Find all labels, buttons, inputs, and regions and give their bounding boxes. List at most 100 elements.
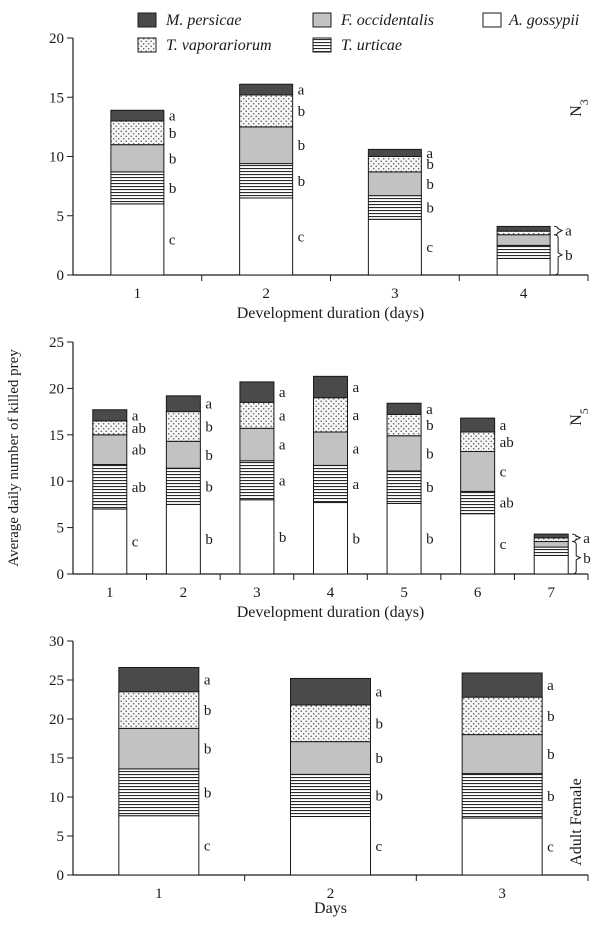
legend-swatch-a-gossypii	[482, 12, 502, 28]
x-axis-title: Days	[314, 900, 347, 917]
significance-letter: c	[547, 840, 554, 856]
significance-letter: b	[298, 138, 306, 154]
significance-letter: b	[426, 200, 434, 216]
bar-segment-fo	[496, 234, 551, 246]
significance-letter: b	[205, 479, 213, 495]
significance-letter: a	[426, 146, 433, 162]
shared-y-axis-label: Average daily number of killed prey	[6, 349, 22, 567]
significance-letter: a	[583, 531, 590, 547]
significance-letter: b	[205, 532, 213, 548]
significance-letter: a	[298, 83, 305, 99]
significance-letter: c	[426, 240, 433, 256]
bar-segment-tu	[290, 773, 371, 818]
brace-marker	[572, 541, 582, 575]
y-tick-label: 20	[49, 712, 64, 728]
x-tick-label: 1	[106, 585, 114, 601]
bar-segment-fo	[165, 440, 201, 469]
bar-stack-4	[496, 225, 551, 276]
legend-item-t-urticae: T. urticae	[312, 37, 402, 54]
significance-letter: c	[500, 464, 507, 480]
x-axis-title: Development duration (days)	[237, 604, 425, 621]
bar-segment-fo	[290, 741, 371, 775]
bar-segment-tv	[239, 94, 294, 128]
significance-letter: b	[426, 418, 434, 434]
bar-segment-ag	[110, 203, 165, 276]
bar-segment-tu	[461, 773, 543, 819]
significance-letter: c	[169, 232, 176, 248]
significance-letter: b	[204, 703, 212, 719]
bar-segment-ag	[239, 499, 275, 575]
significance-letter: a	[169, 109, 176, 125]
legend-item-f-occidentalis: F. occidentalis	[312, 12, 434, 29]
significance-letter: b	[426, 157, 434, 173]
significance-letter: b	[583, 551, 591, 567]
significance-letter: a	[565, 224, 572, 240]
y-tick-label: 20	[49, 381, 64, 397]
bar-stack-7	[533, 533, 569, 575]
significance-letter: b	[426, 177, 434, 193]
significance-letter: c	[376, 839, 383, 855]
bar-segment-fo	[239, 126, 294, 165]
bar-segment-tv	[461, 696, 543, 736]
bar-segment-tv	[110, 120, 165, 146]
x-tick-label: 3	[498, 886, 506, 902]
significance-letter: ab	[500, 496, 514, 512]
significance-letter: b	[376, 751, 384, 767]
x-tick-label: 3	[253, 585, 261, 601]
bar-segment-mp	[290, 677, 371, 706]
x-tick-label: 4	[520, 286, 528, 302]
significance-letter: b	[205, 448, 213, 464]
significance-letter: a	[204, 673, 211, 689]
bar-segment-ag	[533, 554, 569, 575]
bar-segment-ag	[165, 503, 201, 575]
legend-item-a-gossypii: A. gossypii	[482, 12, 579, 29]
y-tick-label: 15	[49, 428, 64, 444]
bar-segment-fo	[533, 541, 569, 548]
y-tick-label: 30	[49, 634, 64, 650]
bar-segment-tv	[386, 413, 422, 437]
significance-letter: a	[132, 408, 139, 424]
brace-marker	[572, 533, 582, 543]
significance-letter: b	[547, 789, 555, 805]
significance-letter: b	[376, 716, 384, 732]
bar-segment-fo	[239, 427, 275, 462]
bar-segment-ag	[386, 502, 422, 575]
y-tick-label: 25	[49, 673, 64, 689]
brace-marker	[554, 234, 564, 276]
x-tick-label: 2	[262, 286, 270, 302]
bar-segment-tv	[313, 397, 348, 433]
bar-segment-fo	[460, 451, 496, 492]
significance-letter: b	[298, 104, 306, 120]
significance-letter: a	[279, 438, 286, 454]
y-tick-label: 10	[49, 474, 64, 490]
bar-segment-mp	[165, 395, 201, 413]
significance-letter: b	[426, 532, 434, 548]
significance-letter: a	[279, 385, 286, 401]
significance-letter: b	[204, 785, 212, 801]
bar-segment-tv	[367, 156, 422, 173]
significance-letter: c	[500, 537, 507, 553]
x-tick-label: 1	[134, 286, 142, 302]
panel-label: Adult Female	[568, 778, 585, 866]
significance-letter: b	[279, 530, 287, 546]
legend-swatch-f-occidentalis	[312, 12, 332, 28]
bar-segment-tv	[290, 704, 371, 743]
significance-letter: b	[205, 419, 213, 435]
bar-segment-tu	[239, 460, 275, 501]
x-axis-title: Development duration (days)	[237, 305, 425, 322]
bar-segment-tu	[386, 470, 422, 504]
significance-letter: b	[547, 747, 555, 763]
significance-letter: b	[353, 531, 361, 547]
legend-swatch-t-vaporariorum	[137, 37, 157, 53]
significance-letter: ab	[132, 443, 146, 459]
bar-segment-tv	[118, 691, 200, 729]
bar-segment-mp	[367, 148, 422, 157]
legend-swatch-t-urticae	[312, 37, 332, 53]
bar-segment-tv	[92, 420, 128, 436]
